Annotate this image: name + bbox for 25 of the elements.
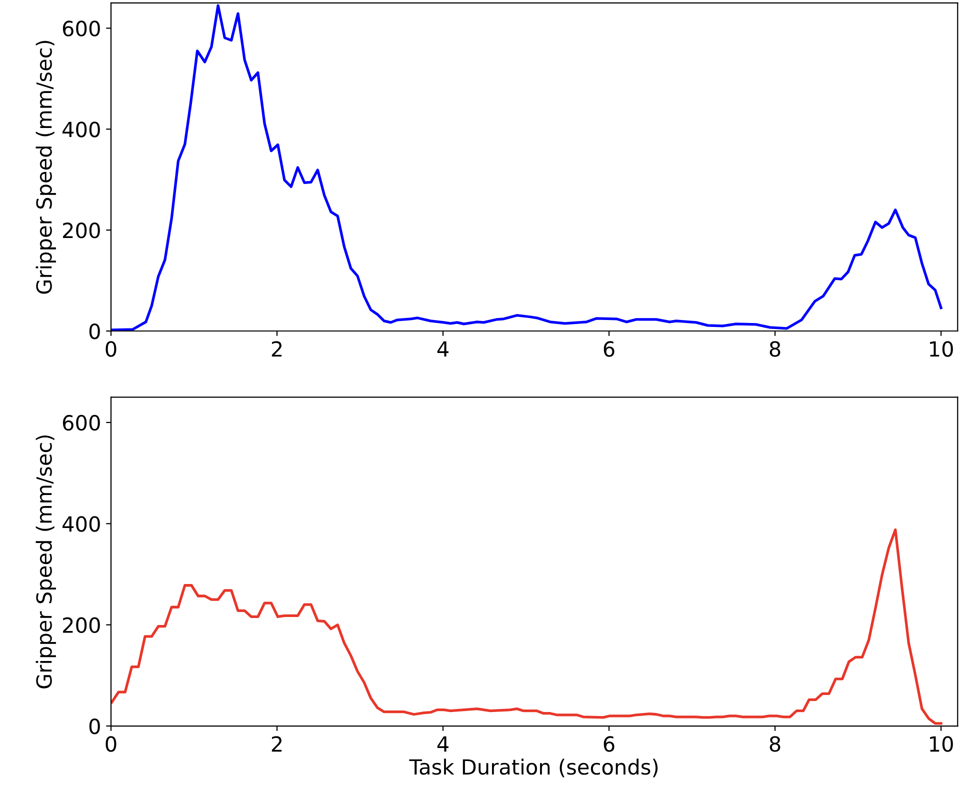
x-tick-label: 10 (930, 341, 953, 357)
y-axis-title: Gripper Speed (mm/sec) (36, 40, 56, 294)
y-tick-label: 0 (89, 718, 100, 734)
y-tick-label: 600 (62, 414, 100, 431)
x-tick-label: 2 (272, 341, 282, 357)
line-series (110, 4, 942, 332)
x-tick-label: 2 (272, 736, 282, 752)
x-tick-label: 6 (604, 341, 614, 357)
y-tick-label: 600 (62, 20, 100, 36)
x-tick-label: 4 (437, 341, 448, 357)
x-tick-label: 8 (770, 736, 780, 752)
x-tick-label: 10 (930, 736, 953, 752)
x-tick-label: 4 (437, 736, 448, 752)
y-tick-label: 200 (63, 222, 100, 238)
y-tick-label: 400 (62, 516, 100, 532)
y-tick-label: 200 (63, 617, 100, 634)
x-tick-label: 6 (604, 736, 614, 752)
x-tick-label: 0 (106, 341, 116, 357)
y-tick-label: 400 (62, 122, 100, 138)
x-tick-label: 0 (106, 736, 116, 752)
y-axis-title: Gripper Speed (mm/sec) (36, 435, 56, 688)
line-series (110, 528, 942, 725)
x-axis-title: Task Duration (seconds) (409, 758, 658, 778)
x-tick-label: 8 (770, 341, 780, 357)
y-tick-label: 0 (89, 323, 100, 340)
